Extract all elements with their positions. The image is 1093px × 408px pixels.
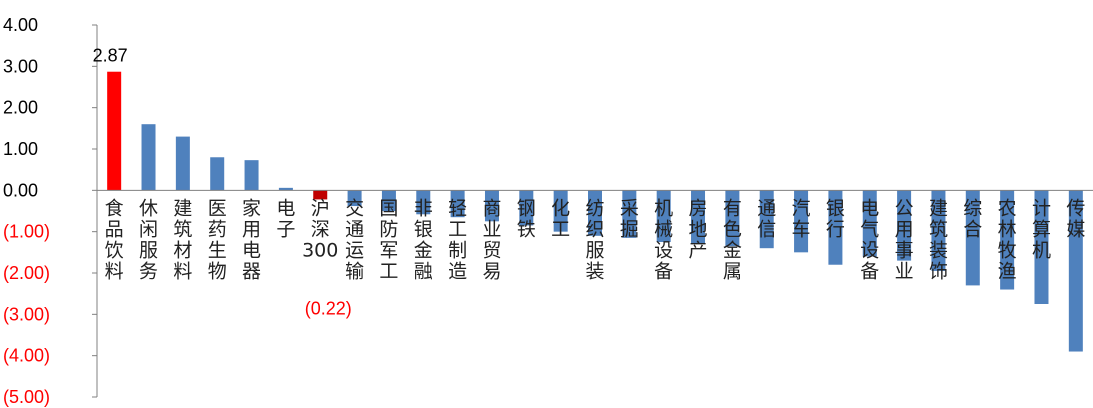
bar-26: [1000, 190, 1015, 290]
category-label-26: 农林牧渔: [998, 197, 1017, 282]
category-label-4: 家用电器: [242, 197, 261, 282]
bar-24: [931, 190, 946, 271]
bar-19: [759, 190, 774, 249]
category-label-14: 纺织服装: [585, 197, 604, 282]
category-label-13: 化工: [551, 197, 570, 240]
bar-10: [450, 190, 465, 218]
bar-21: [828, 190, 843, 265]
bar-22: [862, 190, 877, 257]
category-label-16: 机械设备: [654, 197, 673, 282]
bar-25: [965, 190, 980, 286]
category-label-15: 采掘: [620, 197, 639, 240]
category-label-7: 交通运输: [345, 197, 364, 282]
bar-13: [553, 190, 568, 232]
bar-7: [347, 190, 362, 207]
category-label-17: 房地产: [689, 197, 708, 261]
y-tick-label-8: (4.00): [3, 346, 50, 366]
category-label-9: 非银金融: [414, 197, 433, 282]
category-label-12: 钢铁: [517, 197, 536, 240]
bar-4: [244, 160, 259, 191]
data-label-0: 2.87: [93, 46, 128, 66]
category-label-24: 建筑装饰: [929, 197, 948, 282]
category-label-6: 沪深 300: [302, 197, 338, 261]
y-tick-label-5: (1.00): [3, 222, 50, 242]
category-label-18: 有色金属: [723, 197, 742, 282]
category-label-20: 汽车: [792, 197, 811, 240]
category-label-25: 综合: [963, 197, 982, 240]
bar-27: [1034, 190, 1049, 304]
category-label-1: 休闲服务: [139, 197, 158, 282]
y-tick-label-1: 3.00: [3, 56, 38, 76]
bar-23: [897, 190, 912, 261]
category-label-11: 商业贸易: [482, 197, 501, 282]
y-tick-label-2: 2.00: [3, 98, 38, 118]
data-label-6: (0.22): [305, 298, 352, 318]
category-label-28: 传媒: [1066, 197, 1085, 240]
y-tick-label-3: 1.00: [3, 139, 38, 159]
y-tick-label-6: (2.00): [3, 263, 50, 283]
category-label-3: 医药生物: [208, 197, 227, 282]
bar-6: [313, 190, 328, 200]
y-tick-label-7: (3.00): [3, 304, 50, 324]
bar-28: [1068, 190, 1083, 352]
y-tick-label-9: (5.00): [3, 387, 50, 407]
bar-1: [141, 124, 156, 191]
bar-5: [278, 187, 293, 191]
bar-14: [588, 190, 602, 236]
category-label-0: 食品饮料: [105, 197, 124, 282]
category-label-21: 银行: [826, 197, 845, 240]
category-label-8: 国防军工: [379, 197, 398, 282]
y-tick-label-0: 4.00: [3, 15, 38, 35]
y-tick-label-4: 0.00: [3, 180, 38, 200]
bar-2: [175, 136, 190, 191]
bar-17: [691, 190, 706, 245]
bar-12: [519, 190, 534, 226]
bar-8: [381, 190, 396, 211]
category-label-23: 公用事业: [895, 197, 914, 282]
bar-15: [622, 190, 637, 238]
bar-20: [794, 190, 809, 253]
bar-0: [107, 71, 122, 191]
bar-18: [725, 190, 740, 247]
bar-9: [416, 190, 431, 215]
category-label-2: 建筑材料: [173, 197, 192, 282]
bar-11: [484, 190, 499, 222]
category-label-5: 电子: [276, 197, 295, 240]
bar-16: [656, 190, 671, 242]
bar-3: [210, 157, 225, 191]
category-label-19: 通信: [757, 197, 776, 240]
category-label-22: 电气设备: [860, 197, 879, 282]
category-label-10: 轻工制造: [448, 197, 467, 282]
category-label-27: 计算机: [1032, 197, 1051, 261]
